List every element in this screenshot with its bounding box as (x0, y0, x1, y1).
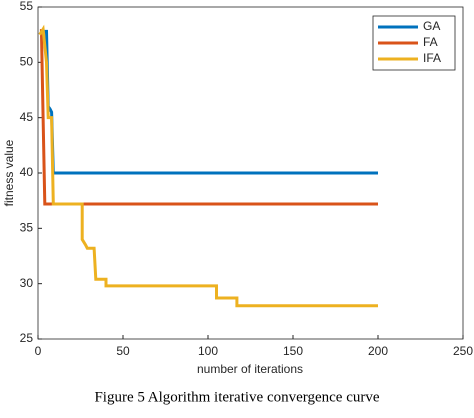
caption: Figure 5 Algorithm iterative convergence… (94, 389, 379, 405)
series-line (38, 24, 378, 308)
y-tick-label: 55 (20, 0, 34, 13)
y-tick-label: 25 (20, 331, 34, 345)
x-tick-label: 200 (368, 344, 388, 358)
x-tick-label: 0 (35, 344, 42, 358)
y-axis-label: fitness value (2, 139, 16, 206)
x-tick-label: 100 (198, 344, 218, 358)
x-tick-label: 50 (116, 344, 130, 358)
x-axis-label: number of iterations (197, 362, 303, 376)
y-tick-label: 35 (20, 221, 34, 235)
series-line (39, 29, 378, 206)
y-tick-label: 30 (20, 276, 34, 290)
legend-label: GA (423, 19, 440, 33)
y-tick-label: 40 (20, 165, 34, 179)
x-tick-label: 250 (453, 344, 473, 358)
y-tick-label: 45 (20, 110, 34, 124)
x-tick-label: 150 (283, 344, 303, 358)
y-tick-label: 50 (20, 55, 34, 69)
legend-label: FA (423, 35, 438, 49)
legend-label: IFA (423, 51, 441, 65)
